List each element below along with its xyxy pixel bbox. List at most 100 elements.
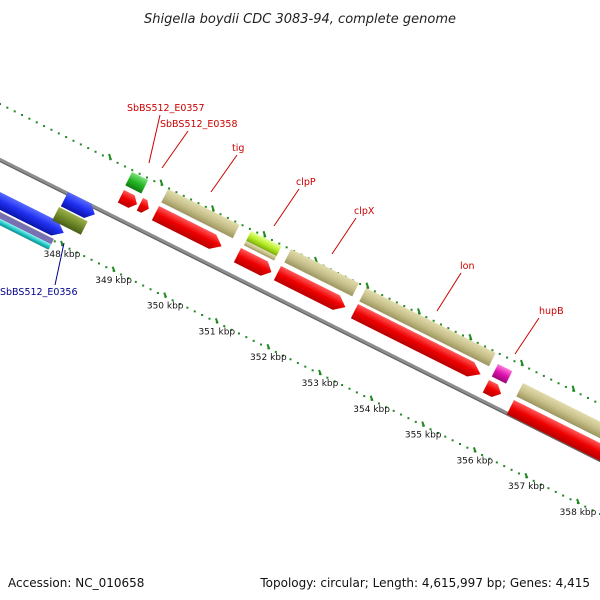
tick-dot [462, 334, 465, 337]
tick-dot [138, 172, 141, 175]
tick-dot [363, 395, 366, 398]
gene-block-clpP-khaki [243, 240, 277, 261]
tick-dot [6, 106, 9, 109]
gene-arrow-blue [0, 172, 64, 236]
tick-label: 349 kbp [95, 276, 132, 286]
tick-dot [510, 468, 513, 471]
tick-dot [564, 385, 567, 388]
tick-dot [186, 306, 189, 309]
gene-label: clpX [354, 206, 375, 217]
major-tick [211, 205, 215, 212]
tick-dot [248, 227, 251, 230]
tick-dot [377, 402, 380, 405]
tick-dot [594, 400, 597, 403]
tick-label: 354 kbp [353, 405, 390, 415]
tick-dot [296, 361, 299, 364]
tick-dot [484, 345, 487, 348]
major-tick [520, 359, 524, 367]
tick-dot [175, 191, 178, 194]
minor-tick [266, 343, 271, 350]
tick-dot [439, 323, 442, 326]
label-leaders [54, 114, 540, 355]
tick-dot [476, 341, 479, 344]
tick-dot [90, 258, 93, 261]
tick-dot [554, 490, 557, 493]
tick-dot [392, 409, 395, 412]
tick-dot [381, 294, 384, 297]
gene-arrow-red-lon [350, 304, 481, 377]
tick-dot [444, 435, 447, 438]
tick-dot [410, 308, 413, 311]
gene-label: lon [460, 261, 474, 272]
tick-dot [562, 494, 565, 497]
gene-block-green [125, 172, 149, 194]
major-tick [365, 282, 370, 290]
tick-dot [153, 180, 156, 183]
tick-dot [550, 378, 553, 381]
gene-block-tig [161, 189, 240, 239]
minor-tick [421, 421, 426, 427]
label-leader-line [161, 130, 189, 169]
tick-dot [134, 280, 137, 283]
tick-dot [488, 457, 491, 460]
gene-arrow-red-hupB [482, 380, 502, 397]
tick-dot [142, 284, 145, 287]
tick-dot [35, 121, 38, 124]
minor-tick [60, 240, 64, 247]
tick-dot [326, 376, 329, 379]
tick-dot [451, 439, 454, 442]
tick-dot [447, 327, 450, 330]
tick-dot [223, 325, 226, 328]
tick-dot [208, 317, 211, 320]
label-leader-line [273, 188, 300, 227]
tick-dot [97, 262, 100, 265]
tick-dot [304, 365, 307, 368]
tick-dot [355, 391, 358, 394]
gene-block-clpX [284, 249, 359, 297]
tick-dot [359, 283, 362, 286]
gene-arrow-red-small [117, 190, 137, 208]
label-leader-line [148, 114, 161, 164]
gene-label: SbBS512_E0357 [127, 103, 205, 114]
tick-dot [395, 301, 398, 304]
tick-label: 357 kbp [508, 482, 545, 492]
tick-dot [197, 202, 200, 205]
tick-dot [385, 406, 388, 409]
tick-dot [182, 194, 185, 197]
tick-labels: 348 kbp 349 kbp 350 kbp 351 kbp 352 kbp 353 k… [44, 240, 597, 518]
label-leader-line [436, 272, 462, 312]
tick-dot [282, 354, 285, 357]
tick-dot [532, 479, 535, 482]
minor-tick [472, 447, 477, 453]
gene-label: SbBS512_E0356 [0, 287, 78, 298]
gene-arrow-red-clpP [233, 248, 272, 276]
tick-dot [237, 332, 240, 335]
gene-label: tig [232, 143, 244, 154]
gene-arrow-red-right [506, 400, 600, 464]
tick-label: 348 kbp [44, 250, 81, 260]
tick-dot [65, 136, 68, 139]
tick-dot [53, 240, 56, 243]
gene-block-lon [359, 288, 496, 367]
tick-dot [591, 509, 594, 512]
gene-label: hupB [539, 306, 564, 317]
minor-tick [369, 395, 374, 402]
tick-dot [270, 238, 273, 241]
tick-dot [57, 132, 60, 135]
minor-tick [576, 498, 580, 505]
tick-dot [414, 420, 417, 423]
gene-features [0, 172, 600, 464]
tick-dot [403, 305, 406, 308]
minor-tick [524, 472, 529, 479]
tick-label: 356 kbp [456, 456, 493, 466]
tick-dot [120, 273, 123, 276]
major-tick [417, 308, 421, 315]
tick-dot [190, 198, 193, 201]
major-tick [262, 230, 267, 238]
tick-dot [535, 371, 538, 374]
tick-dot [234, 220, 237, 223]
tick-dot [68, 247, 71, 250]
tick-dot [43, 125, 46, 128]
tick-dot [517, 472, 520, 475]
